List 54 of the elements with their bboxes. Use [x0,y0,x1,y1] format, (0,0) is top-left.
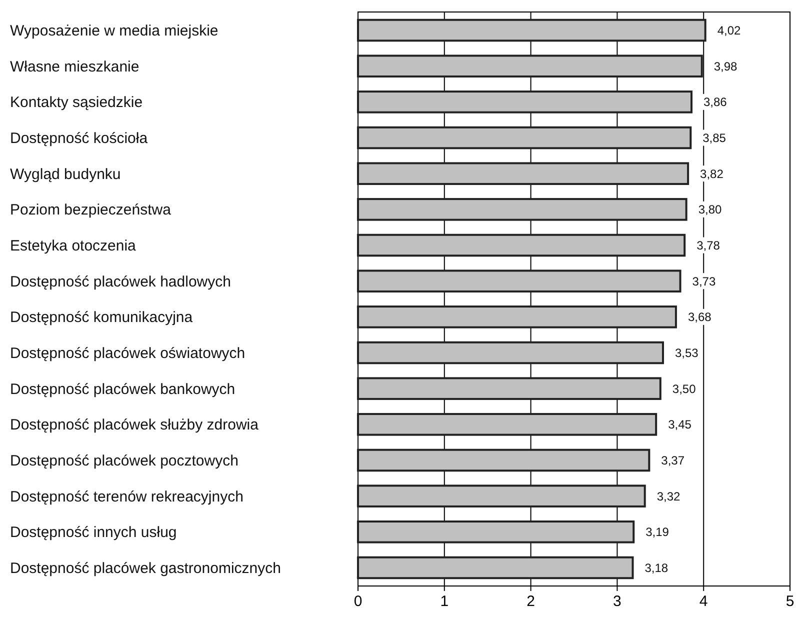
y-tick-label: Wygląd budynku [10,166,121,183]
bar [357,126,692,150]
y-tick-label: Wyposażenie w media miejskie [10,22,218,40]
y-tick-label: Dostępność placówek hadlowych [10,273,231,290]
data-label: 3,80 [698,202,722,217]
bar [357,54,703,78]
data-label: 3,78 [696,238,720,252]
data-label: 3,53 [674,346,699,360]
y-tick-label: Własne mieszkanie [10,58,140,76]
y-tick-label: Dostępność komunikacyjna [10,309,194,326]
y-tick-label: Dostępność innych usług [10,524,177,542]
bar [357,306,677,328]
data-label: 3,32 [656,489,681,504]
bar [357,377,662,400]
y-tick-label: Dostępność placówek służby zdrowia [10,416,260,434]
y-tick-label: Dostępność placówek gastronomicznych [10,560,281,577]
data-label: 3,98 [714,59,738,74]
bar [357,198,688,221]
data-label: 3,85 [702,130,726,145]
data-label: 3,45 [668,418,692,432]
x-tick-label: 1 [440,593,449,610]
data-label: 3,82 [700,166,724,181]
data-label: 3,50 [672,382,696,396]
x-tick-label: 4 [699,593,708,610]
x-tick-label: 0 [354,593,362,610]
data-label: 3,18 [644,560,668,575]
data-label: 3,68 [688,310,712,324]
data-label: 4,02 [717,23,742,38]
y-tick-label: Poziom bezpieczeństwa [10,202,172,219]
bar [357,18,706,42]
y-tick-label: Dostępność kościoła [10,130,148,148]
y-tick-label: Estetyka otoczenia [10,238,137,255]
y-tick-label: Dostępność terenów rekreacyjnych [10,488,244,506]
bar [357,484,646,508]
bar [357,162,690,185]
bar [357,234,686,257]
y-tick-label: Dostępność placówek pocztowych [10,452,238,470]
x-tick-label: 5 [786,593,794,610]
bar [357,520,635,544]
bar [357,270,682,292]
bar [357,90,693,114]
y-tick-label: Dostępność placówek oświatowych [10,344,246,362]
data-label: 3,86 [704,95,728,110]
bar [357,556,634,580]
x-tick-label: 3 [613,593,622,610]
bar [357,341,664,364]
bar [357,413,658,436]
data-label: 3,37 [661,453,685,468]
bar [357,448,650,472]
data-label: 3,19 [646,525,670,540]
x-tick-label: 2 [526,593,535,610]
y-tick-label: Kontakty sąsiedzkie [10,94,143,112]
data-label: 3,73 [692,274,716,288]
y-tick-label: Dostępność placówek bankowych [10,380,236,398]
